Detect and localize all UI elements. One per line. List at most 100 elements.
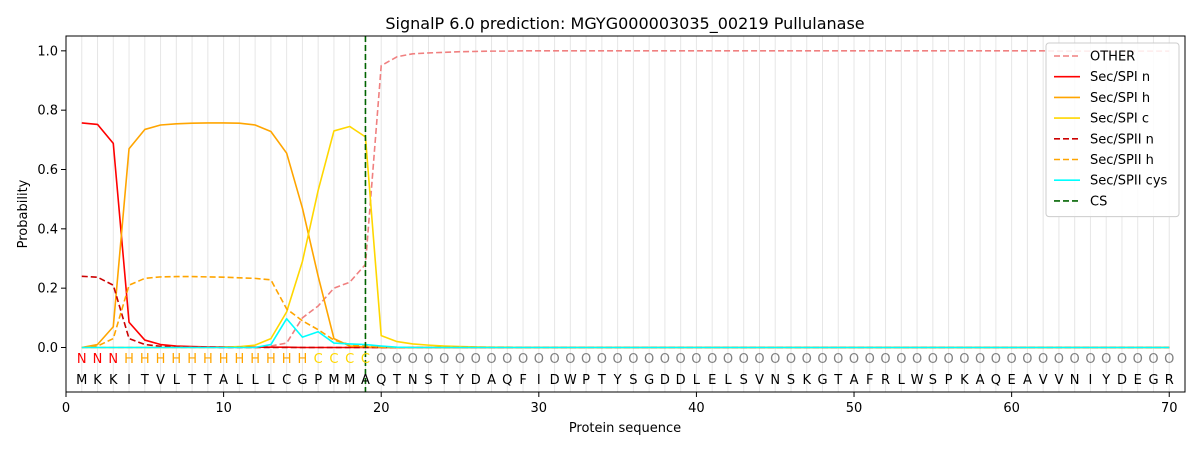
region-label: O	[549, 352, 559, 367]
region-label: O	[739, 352, 749, 367]
residue-label: S	[787, 373, 795, 388]
region-label: O	[770, 352, 780, 367]
region-label: O	[471, 352, 481, 367]
residue-label: Y	[1101, 373, 1110, 388]
region-label: O	[975, 352, 985, 367]
x-tick-label: 20	[373, 401, 390, 416]
x-axis: 0 10 20 30 40 50 60 70	[62, 392, 1178, 416]
residue-label: L	[898, 373, 906, 388]
residue-label: L	[693, 373, 701, 388]
region-label: O	[534, 352, 544, 367]
x-tick-label: 0	[62, 401, 70, 416]
region-label: O	[597, 352, 607, 367]
series-line-sec-spii-h	[81, 275, 1170, 349]
residue-label: T	[833, 373, 842, 388]
region-label: O	[959, 352, 969, 367]
residue-label: M	[76, 373, 87, 388]
residue-label: A	[850, 373, 859, 388]
residue-label: Q	[991, 373, 1001, 388]
residue-label: W	[564, 373, 577, 388]
region-label: H	[203, 352, 213, 367]
residue-label: T	[597, 373, 606, 388]
legend-label: Sec/SPII cys	[1090, 174, 1168, 189]
region-label: O	[1148, 352, 1158, 367]
region-label: O	[1101, 352, 1111, 367]
residue-label: K	[93, 373, 102, 388]
x-tick-label: 10	[215, 401, 232, 416]
y-tick-label: 0.0	[37, 341, 58, 356]
legend-label: Sec/SPI h	[1090, 91, 1150, 106]
region-label: O	[1007, 352, 1017, 367]
residue-label: V	[755, 373, 764, 388]
residue-label: I	[127, 373, 131, 388]
residue-label: N	[770, 373, 780, 388]
series-line-sec-spii-n	[81, 275, 1170, 349]
region-label: H	[234, 352, 244, 367]
y-axis-label: Probability	[16, 179, 31, 248]
region-label: O	[1070, 352, 1080, 367]
residue-label: N	[408, 373, 418, 388]
residue-label: D	[1117, 373, 1127, 388]
series-line-sec-spi-h	[81, 122, 1170, 349]
region-label: O	[581, 352, 591, 367]
region-label: O	[912, 352, 922, 367]
residue-label: K	[802, 373, 811, 388]
legend-label: OTHER	[1090, 50, 1135, 65]
region-label: O	[754, 352, 764, 367]
residue-label: F	[519, 373, 526, 388]
region-label: O	[849, 352, 859, 367]
residue-label: G	[644, 373, 654, 388]
region-label: O	[518, 352, 528, 367]
region-label: H	[266, 352, 276, 367]
residue-label: L	[267, 373, 275, 388]
region-label: O	[723, 352, 733, 367]
residue-label: D	[550, 373, 560, 388]
y-tick-label: 0.4	[37, 222, 58, 237]
residue-label: T	[439, 373, 448, 388]
region-label: H	[282, 352, 292, 367]
residue-label: E	[1008, 373, 1016, 388]
residue-label: R	[881, 373, 890, 388]
residue-label: M	[328, 373, 339, 388]
residue-label: I	[537, 373, 541, 388]
region-label: O	[707, 352, 717, 367]
region-label: O	[817, 352, 827, 367]
region-label: O	[1022, 352, 1032, 367]
region-label: O	[1133, 352, 1143, 367]
region-label: O	[991, 352, 1001, 367]
region-label: N	[108, 352, 118, 367]
residue-label: S	[929, 373, 937, 388]
region-label: O	[423, 352, 433, 367]
y-tick-label: 1.0	[37, 44, 58, 59]
region-label: O	[943, 352, 953, 367]
y-tick-label: 0.2	[37, 282, 58, 297]
residue-label: A	[219, 373, 228, 388]
residue-label: T	[203, 373, 212, 388]
residue-label: C	[282, 373, 291, 388]
region-label: O	[896, 352, 906, 367]
region-label: H	[219, 352, 229, 367]
region-label: O	[644, 352, 654, 367]
plot-frame	[65, 35, 1186, 393]
y-tick-label: 0.6	[37, 163, 58, 178]
series-line-other	[81, 50, 1170, 349]
residue-label: S	[629, 373, 637, 388]
residue-label: F	[866, 373, 873, 388]
x-tick-label: 50	[846, 401, 863, 416]
residue-label: G	[817, 373, 827, 388]
region-label: O	[802, 352, 812, 367]
legend-label: Sec/SPI n	[1090, 70, 1150, 85]
residue-label: R	[1165, 373, 1174, 388]
residue-label: S	[424, 373, 432, 388]
region-label: O	[565, 352, 575, 367]
region-label: O	[833, 352, 843, 367]
series-line-sec-spi-c	[81, 125, 1170, 349]
x-tick-label: 30	[531, 401, 548, 416]
residue-label: P	[314, 373, 322, 388]
region-label: O	[691, 352, 701, 367]
residue-label: V	[156, 373, 165, 388]
legend-label: Sec/SPII h	[1090, 153, 1154, 168]
region-label: H	[187, 352, 197, 367]
